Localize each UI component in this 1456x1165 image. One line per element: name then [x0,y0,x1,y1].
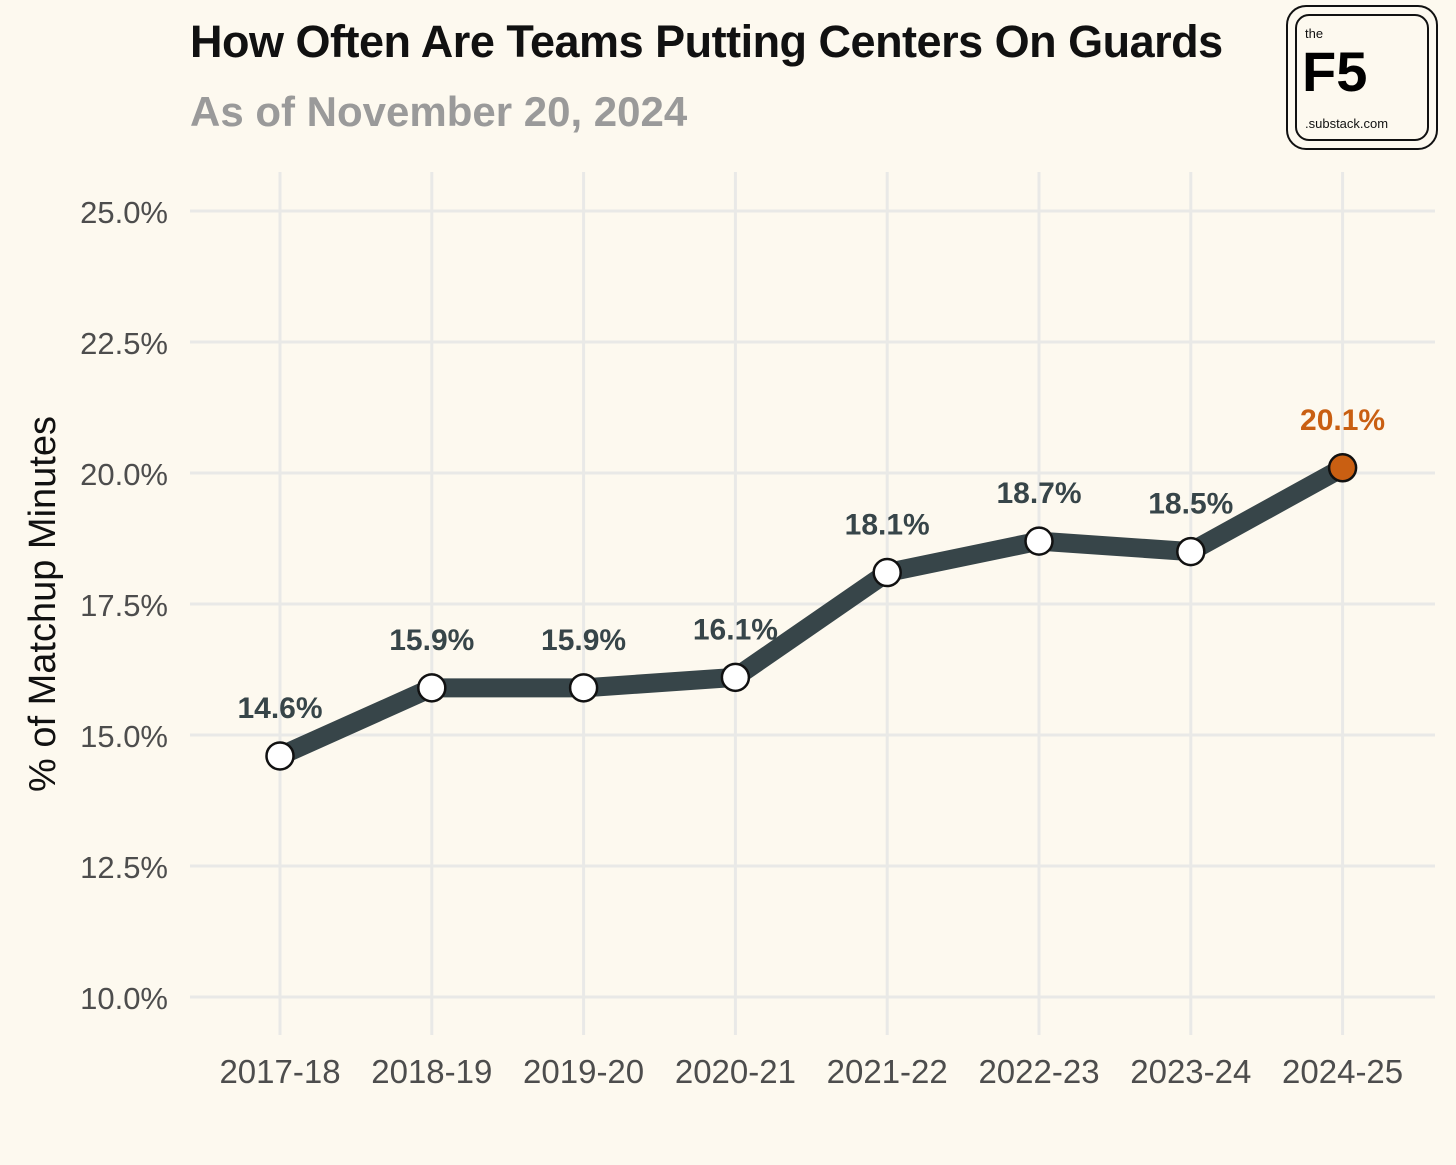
data-label: 15.9% [541,624,626,657]
data-point [1024,526,1054,556]
f5-logo: the F5 .substack.com [1286,5,1438,150]
highlight-point [1327,453,1358,483]
data-point [1176,536,1206,567]
data-label: 14.6% [237,692,322,725]
series-line-group [270,458,1353,766]
x-tick-label: 2020-21 [675,1053,796,1090]
data-point [417,673,447,703]
y-axis-title: % of Matchup Minutes [22,416,64,792]
x-tick-label: 2019-20 [523,1053,644,1090]
chart-subtitle: As of November 20, 2024 [190,88,688,135]
x-tick-label: 2024-25 [1282,1053,1403,1090]
data-label: 15.9% [389,624,474,657]
x-tick-label: 2021-22 [827,1053,948,1090]
data-points [265,453,1358,771]
x-tick-label: 2022-23 [978,1053,1099,1090]
data-point [265,741,295,771]
series-line [270,458,1353,766]
data-point [720,662,751,693]
data-labels: 14.6% 15.9% 15.9% 16.1% 18.1% 18.7% 18.5% 20.1% [237,404,1385,725]
logo-top-text: the [1305,26,1324,41]
chart-title: How Often Are Teams Putting Centers On G… [190,16,1223,67]
y-tick-label: 15.0% [80,719,168,754]
x-tick-label: 2018-19 [371,1053,492,1090]
y-tick-label: 12.5% [80,850,168,885]
y-tick-label: 25.0% [80,195,168,230]
data-label: 18.1% [845,509,930,542]
logo-main-text: F5 [1302,40,1368,103]
grid-lines [190,172,1435,1035]
data-label: 18.7% [996,477,1081,510]
data-point [872,557,902,588]
logo-bottom-text: .substack.com [1305,116,1389,131]
data-point [568,673,599,703]
f5-logo-inner-border: the F5 .substack.com [1295,14,1429,141]
y-tick-label: 10.0% [80,981,168,1016]
data-label: 20.1% [1300,404,1385,437]
x-tick-label: 2017-18 [219,1053,340,1090]
data-label: 18.5% [1148,488,1233,521]
y-tick-label: 22.5% [80,326,168,361]
x-tick-label: 2023-24 [1130,1053,1251,1090]
axis-labels: 10.0% 12.5% 15.0% 17.5% 20.0% 22.5% 25.0% 2017-… [22,195,1403,1090]
y-tick-label: 20.0% [80,457,168,492]
data-label: 16.1% [693,613,778,646]
y-tick-label: 17.5% [80,588,168,623]
